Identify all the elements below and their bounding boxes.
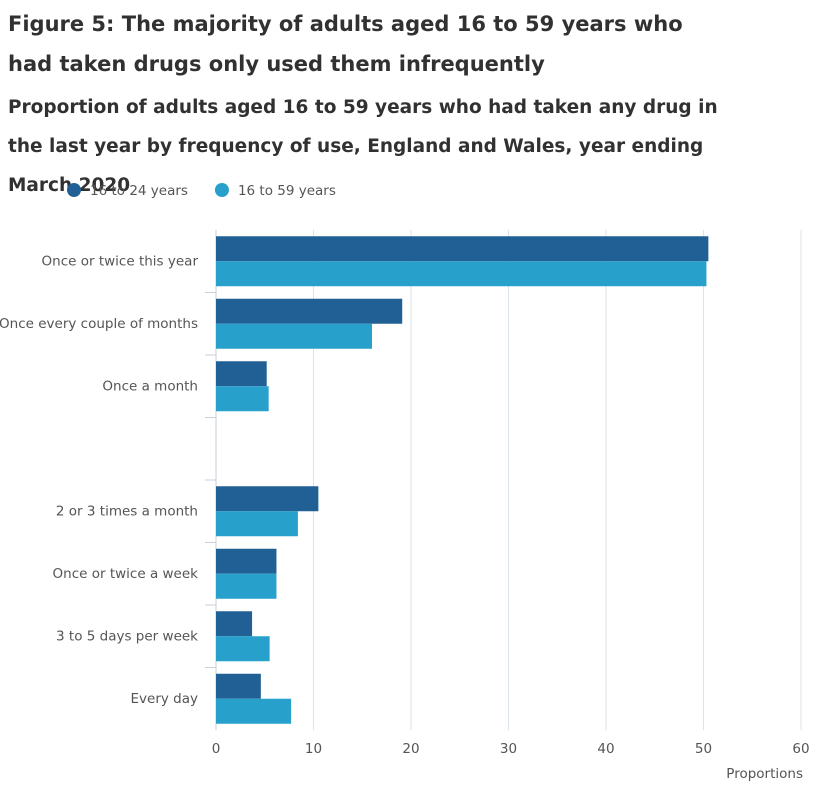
bar [216, 573, 277, 599]
legend-swatch [67, 183, 81, 197]
x-axis-title: Proportions [726, 766, 803, 782]
bar [216, 611, 253, 637]
bar [216, 548, 277, 574]
x-tick-label: 20 [402, 741, 419, 757]
chart-title: Figure 5: The majority of adults aged 16… [8, 12, 683, 76]
y-tick-label: Every day [131, 691, 199, 707]
y-tick-label: Once every couple of months [0, 316, 198, 332]
y-tick-label: Once or twice a week [53, 566, 199, 582]
x-tick-label: 30 [500, 741, 517, 757]
x-tick-label: 60 [792, 741, 809, 757]
y-tick-label: 3 to 5 days per week [56, 628, 198, 644]
y-tick-label: 2 or 3 times a month [56, 503, 198, 519]
bar [216, 361, 267, 387]
bar [216, 698, 292, 724]
x-tick-label: 0 [212, 741, 221, 757]
chart-subtitle: Proportion of adults aged 16 to 59 years… [8, 97, 718, 196]
bar [216, 673, 261, 699]
bar [216, 486, 319, 512]
bar [216, 298, 403, 324]
x-tick-label: 50 [695, 741, 712, 757]
bar [216, 323, 372, 349]
x-tick-label: 40 [597, 741, 614, 757]
bar [216, 261, 707, 287]
y-tick-label: Once a month [102, 378, 198, 394]
bar [216, 511, 298, 537]
bar [216, 386, 269, 412]
bar [216, 636, 270, 662]
legend-swatch [214, 183, 229, 197]
legend-label: 16 to 24 years [90, 183, 188, 199]
y-tick-label: Once or twice this year [42, 253, 199, 269]
legend-label: 16 to 59 years [238, 183, 336, 199]
bar [216, 236, 709, 262]
x-tick-label: 10 [305, 741, 322, 757]
